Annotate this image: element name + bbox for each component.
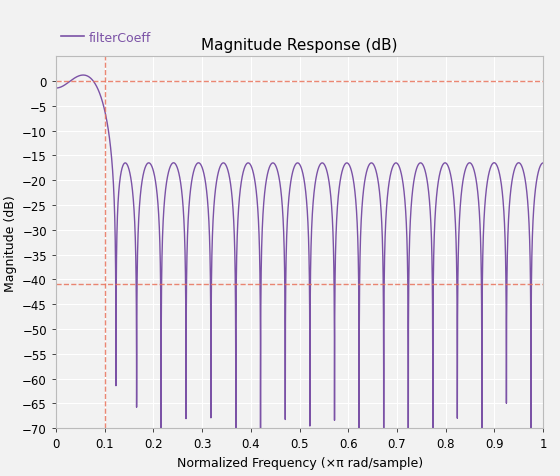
Y-axis label: Magnitude (dB): Magnitude (dB) [4, 195, 17, 291]
X-axis label: Normalized Frequency (×π rad/sample): Normalized Frequency (×π rad/sample) [176, 456, 423, 469]
Legend: filterCoeff: filterCoeff [56, 27, 156, 50]
Title: Magnitude Response (dB): Magnitude Response (dB) [202, 38, 398, 53]
